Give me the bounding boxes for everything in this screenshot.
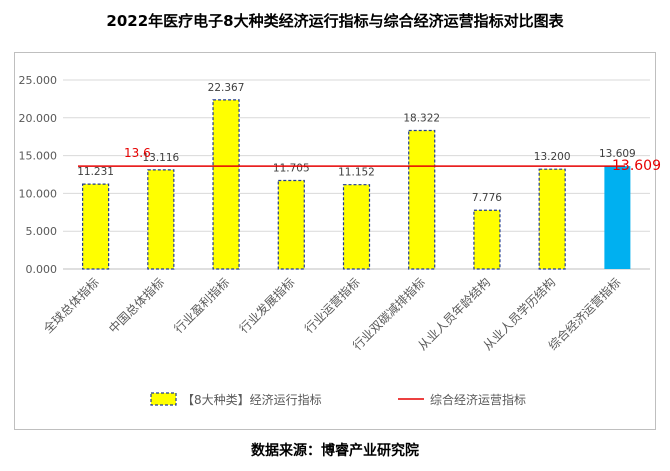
y-tick-label: 20.000 [19,112,58,125]
data-label: 11.231 [77,166,114,178]
y-tick-label: 15.000 [19,150,58,163]
y-tick-label: 0.000 [26,263,58,276]
data-label: 18.322 [403,112,440,124]
bars [82,99,631,270]
bar-1 [82,183,110,270]
category-label: 全球总体指标 [40,275,102,337]
category-label: 行业运营指标 [301,275,363,337]
category-label: 中国总体指标 [105,275,167,337]
data-label: 11.705 [273,163,310,175]
legend-label-line: 综合经济运营指标 [430,392,526,407]
y-tick-label: 10.000 [19,187,58,200]
y-axis-ticks: 0.000 5.000 10.000 15.000 20.000 25.000 [19,74,58,276]
bar-7 [473,209,501,270]
category-label: 行业发展指标 [236,275,298,337]
chart-title: 2022年医疗电子8大种类经济运行指标与综合经济运营指标对比图表 [106,12,564,30]
category-label: 行业盈利指标 [171,275,233,337]
bar-6 [408,129,436,270]
reference-label-left: 13.6 [124,146,151,160]
data-label: 13.609 [599,148,636,160]
bar-8 [538,168,566,270]
bar-9 [604,166,631,269]
bar-3 [212,99,240,270]
reference-line: 13.6 13.609 [78,146,661,174]
data-label: 7.776 [472,192,502,204]
data-label: 13.200 [534,151,571,163]
source-note: 数据来源：博睿产业研究院 [251,443,419,459]
legend-label-bars: 【8大种类】经济运行指标 [182,392,322,407]
bar-5 [342,184,371,270]
legend-swatch-bars [150,392,177,406]
y-tick-label: 25.000 [19,74,58,87]
reference-label-right: 13.609 [612,158,661,174]
legend: 【8大种类】经济运行指标 综合经济运营指标 [150,392,526,407]
data-label: 11.152 [338,167,375,179]
data-label: 22.367 [208,82,245,94]
bar-4 [277,179,305,270]
bar-2 [147,169,175,270]
data-label: 13.116 [142,152,179,164]
category-labels: 全球总体指标 中国总体指标 行业盈利指标 行业发展指标 行业运营指标行业双碳减排指标从业… [40,275,623,353]
y-tick-label: 5.000 [26,225,58,238]
